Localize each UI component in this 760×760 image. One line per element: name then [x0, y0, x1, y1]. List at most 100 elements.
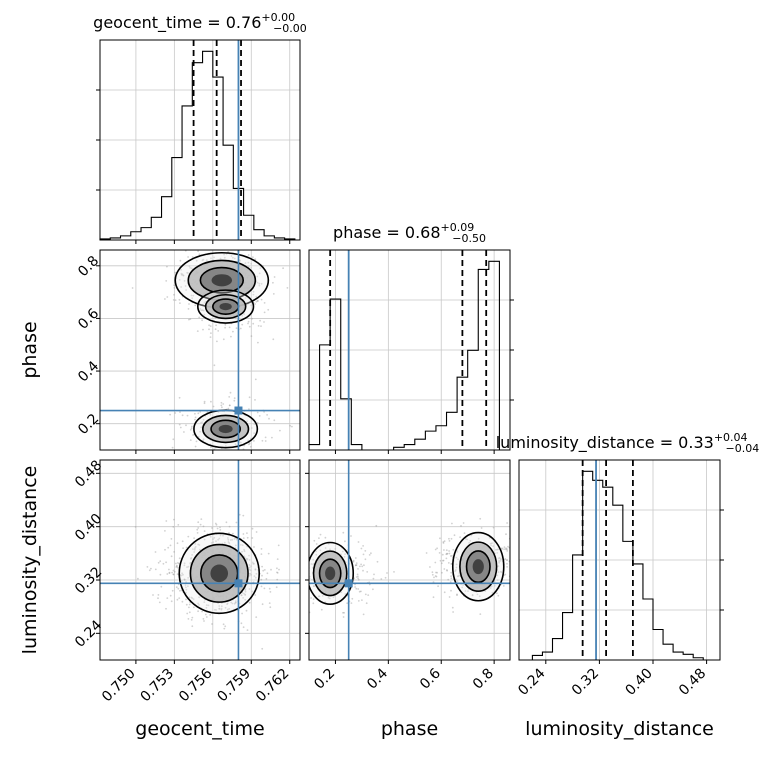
sample-point [197, 412, 200, 415]
sample-point [357, 577, 359, 580]
sample-point [248, 554, 250, 557]
sample-point [189, 561, 192, 564]
sample-point [197, 543, 200, 546]
sample-point [195, 440, 198, 443]
sample-point [447, 562, 450, 564]
sample-point [350, 602, 353, 604]
sample-point [492, 526, 495, 529]
sample-point [220, 404, 223, 407]
sample-point [271, 436, 273, 439]
sample-point [506, 559, 508, 561]
sample-point [317, 595, 320, 598]
sample-point [246, 558, 249, 560]
sample-point [181, 540, 184, 543]
sample-point [448, 540, 451, 542]
sample-point [294, 561, 296, 563]
sample-point [447, 578, 450, 581]
sample-point [534, 551, 536, 553]
sample-point [234, 544, 237, 547]
sample-point [248, 559, 251, 561]
sample-point [531, 585, 533, 587]
sample-point [182, 274, 185, 277]
sample-point [171, 446, 174, 449]
sample-point [372, 588, 374, 591]
sample-point [324, 547, 327, 549]
sample-point [244, 588, 247, 590]
sample-point [446, 569, 448, 572]
sample-point [446, 569, 448, 571]
sample-point [247, 254, 250, 256]
sample-point [373, 573, 375, 576]
sample-point [164, 530, 166, 532]
sample-point [173, 284, 176, 287]
sample-point [211, 527, 213, 529]
sample-point [355, 576, 358, 578]
sample-point [194, 412, 196, 415]
histogram-step [308, 260, 500, 451]
sample-point [217, 330, 220, 332]
sample-point [321, 595, 324, 597]
sample-point [260, 325, 262, 327]
sample-point [186, 414, 189, 417]
sample-point [319, 549, 322, 552]
sample-point [201, 319, 204, 322]
sample-point [468, 542, 470, 544]
sample-point [259, 319, 261, 322]
sample-point [446, 552, 449, 555]
sample-point [268, 602, 271, 604]
sample-point [243, 592, 245, 595]
sample-point [194, 547, 196, 550]
sample-point [440, 562, 443, 565]
y-tick-label: 0.2 [75, 411, 102, 438]
sample-point [441, 553, 444, 556]
sample-point [506, 550, 509, 552]
sample-point [465, 538, 467, 540]
sample-point [443, 591, 446, 594]
sample-point [235, 327, 238, 330]
sample-point [451, 555, 453, 557]
x-tick-label: 0.2 [311, 666, 338, 693]
sample-point [146, 566, 149, 568]
sample-point [211, 623, 213, 625]
sample-point [526, 556, 528, 558]
sample-point [276, 558, 279, 560]
sample-point [490, 544, 492, 547]
sample-point [197, 250, 200, 253]
sample-point [255, 454, 257, 456]
sample-point [232, 532, 234, 535]
sample-point [245, 557, 248, 560]
sample-point [270, 454, 272, 456]
sample-point [253, 575, 256, 577]
sample-point [234, 600, 237, 602]
sample-point [186, 241, 188, 243]
sample-point [364, 558, 367, 561]
sample-point [514, 546, 516, 548]
sample-point [198, 452, 200, 454]
sample-point [240, 594, 243, 597]
sample-point [206, 247, 208, 249]
sample-point [190, 267, 193, 270]
sample-point [429, 566, 431, 568]
sample-point [173, 287, 176, 289]
truth-marker [234, 406, 243, 415]
sample-point [343, 611, 345, 614]
sample-point [496, 574, 499, 577]
x-tick-label: 0.4 [364, 665, 391, 692]
sample-point [183, 578, 186, 581]
x-axis-label-phase: phase [381, 718, 438, 740]
sample-point [203, 620, 205, 622]
sample-point [216, 527, 219, 530]
sample-point [169, 594, 172, 597]
sample-point [318, 595, 321, 598]
sample-point [222, 623, 225, 626]
sample-point [292, 566, 294, 568]
sample-point [452, 548, 455, 551]
sample-point [176, 565, 178, 568]
sample-point [259, 267, 262, 269]
sample-point [251, 537, 254, 539]
sample-point [241, 550, 243, 553]
sample-point [230, 335, 232, 338]
sample-point [171, 571, 174, 574]
sample-point [500, 558, 502, 561]
sample-point [258, 272, 261, 275]
